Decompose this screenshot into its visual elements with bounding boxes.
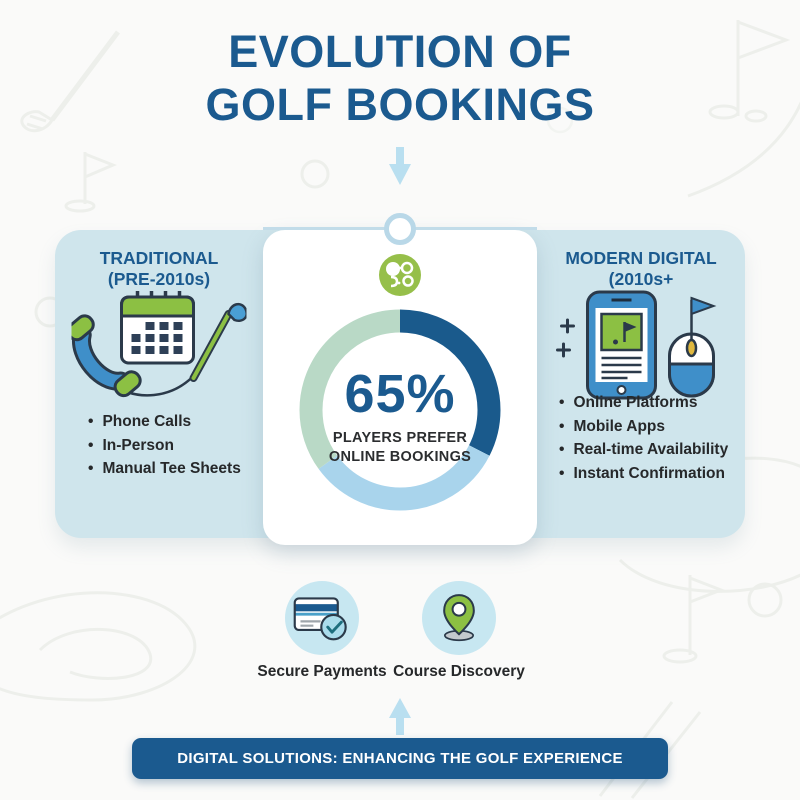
feature-label: Secure Payments <box>257 663 387 680</box>
down-arrow-icon <box>389 147 411 185</box>
telephone-icon <box>71 314 142 398</box>
modern-icons <box>556 290 717 400</box>
stat-label: PLAYERS PREFER ONLINE BOOKINGS <box>300 429 500 467</box>
list-item: Mobile Apps <box>559 415 728 439</box>
golf-flag-doodle-icon <box>83 152 117 204</box>
fairway-doodle <box>0 591 197 702</box>
traditional-heading-line2: (PRE-2010s) <box>107 269 211 289</box>
feature-label: Course Discovery <box>393 663 525 680</box>
banner-text: DIGITAL SOLUTIONS: ENHANCING THE GOLF EX… <box>177 750 623 767</box>
page-title-line2: GOLF BOOKINGS <box>205 78 595 130</box>
golf-flag-doodle-icon <box>688 575 726 655</box>
golf-club-doodle-icon <box>50 30 120 122</box>
modern-heading: MODERN DIGITAL (2010s+ <box>537 248 745 290</box>
plus-marks-icon <box>556 318 575 358</box>
traditional-heading-line1: TRADITIONAL <box>99 248 219 268</box>
golf-ball-icon <box>379 254 421 296</box>
list-item: Real-time Availability <box>559 438 728 462</box>
modern-heading-line1: MODERN DIGITAL <box>565 248 717 268</box>
timeline-node <box>384 213 416 245</box>
stat-label-line1: PLAYERS PREFER <box>332 430 468 447</box>
feature-course-discovery: Course Discovery <box>384 581 534 681</box>
list-item: Phone Calls <box>88 410 241 434</box>
donut-chart <box>299 309 501 511</box>
page-title-line1: EVOLUTION OF <box>228 26 572 77</box>
page-title: EVOLUTION OF GOLF BOOKINGS <box>0 26 800 131</box>
golf-club-icon <box>189 302 247 382</box>
modern-section: MODERN DIGITAL (2010s+ <box>537 230 745 538</box>
list-item: Instant Confirmation <box>559 462 728 486</box>
stat-value: 65% <box>344 364 456 424</box>
traditional-section: TRADITIONAL (PRE-2010s) <box>55 230 263 538</box>
traditional-heading: TRADITIONAL (PRE-2010s) <box>55 248 263 290</box>
up-arrow-icon <box>389 698 411 735</box>
traditional-icons <box>71 291 247 398</box>
feature-secure-payments: Secure Payments <box>247 581 397 681</box>
traditional-list: Phone Calls In-Person Manual Tee Sheets <box>88 410 241 481</box>
bottom-banner: DIGITAL SOLUTIONS: ENHANCING THE GOLF EX… <box>132 738 668 779</box>
modern-heading-line2: (2010s+ <box>608 269 674 289</box>
smartphone-icon <box>586 290 657 400</box>
donut-segment-light-blue <box>299 309 501 511</box>
feature-circle <box>422 581 496 655</box>
feature-circle <box>285 581 359 655</box>
donut-center-text: 65% PLAYERS PREFER ONLINE BOOKINGS <box>300 364 500 467</box>
computer-mouse-icon <box>668 296 717 398</box>
map-pin-icon <box>443 594 475 642</box>
donut-segment-green <box>299 309 501 511</box>
calendar-icon <box>120 291 195 365</box>
golf-flag-doodle-icon <box>736 19 791 116</box>
stat-label-line2: ONLINE BOOKINGS <box>328 449 472 466</box>
credit-card-check-icon <box>293 596 347 640</box>
list-item: In-Person <box>88 434 241 458</box>
list-item: Manual Tee Sheets <box>88 457 240 481</box>
modern-list: Online Platforms Mobile Apps Real-time A… <box>559 391 728 485</box>
list-item: Online Platforms <box>559 391 728 415</box>
